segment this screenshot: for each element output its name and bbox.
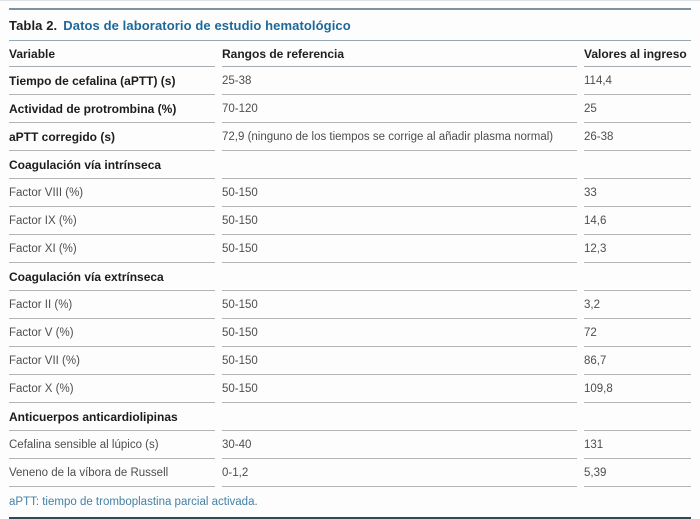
column-header-valores: Valores al ingreso: [584, 41, 691, 67]
cell-variable: Anticuerpos anticardiolipinas: [9, 403, 215, 431]
table-header-row: Variable Rangos de referencia Valores al…: [9, 41, 691, 67]
cell-reference-range: 50-150: [222, 235, 577, 263]
cell-admission-value: [584, 151, 691, 179]
table-row: Factor VIII (%) 50-150 33: [9, 179, 691, 207]
cell-reference-range: 25-38: [222, 67, 577, 95]
cell-admission-value: 5,39: [584, 459, 691, 487]
table-row: Factor V (%) 50-150 72: [9, 319, 691, 347]
table-row: Factor VII (%) 50-150 86,7: [9, 347, 691, 375]
cell-admission-value: [584, 403, 691, 431]
table-row: Factor IX (%) 50-150 14,6: [9, 207, 691, 235]
cell-admission-value: 26-38: [584, 123, 691, 151]
cell-variable: Factor V (%): [9, 319, 215, 347]
cell-reference-range: 50-150: [222, 347, 577, 375]
cell-admission-value: 131: [584, 431, 691, 459]
table-caption-title: Datos de laboratorio de estudio hematoló…: [63, 17, 351, 33]
cell-reference-range: 70-120: [222, 95, 577, 123]
cell-admission-value: [584, 263, 691, 291]
column-header-variable: Variable: [9, 41, 215, 67]
cell-admission-value: 72: [584, 319, 691, 347]
cell-admission-value: 3,2: [584, 291, 691, 319]
cell-admission-value: 114,4: [584, 67, 691, 95]
table-section-row: Anticuerpos anticardiolipinas: [9, 403, 691, 431]
cell-variable: Factor VIII (%): [9, 179, 215, 207]
cell-variable: Factor IX (%): [9, 207, 215, 235]
table-row: Tiempo de cefalina (aPTT) (s) 25-38 114,…: [9, 67, 691, 95]
table-footnote: aPTT: tiempo de tromboplastina parcial a…: [9, 496, 258, 508]
cell-variable: Cefalina sensible al lúpico (s): [9, 431, 215, 459]
table-section-row: Coagulación vía intrínseca: [9, 151, 691, 179]
cell-variable: Coagulación vía intrínseca: [9, 151, 215, 179]
caption-divider-rule: [9, 40, 691, 41]
table-row: aPTT corregido (s) 72,9 (ninguno de los …: [9, 123, 691, 151]
cell-reference-range: 50-150: [222, 179, 577, 207]
table-row: Actividad de protrombina (%) 70-120 25: [9, 95, 691, 123]
cell-reference-range: 50-150: [222, 291, 577, 319]
table-caption-label: Tabla 2.: [9, 17, 58, 33]
cell-reference-range: 50-150: [222, 319, 577, 347]
table-row: Factor II (%) 50-150 3,2: [9, 291, 691, 319]
table-caption: Tabla 2. Datos de laboratorio de estudio…: [9, 10, 691, 40]
cell-reference-range: 72,9 (ninguno de los tiempos se corrige …: [222, 123, 577, 151]
table-row: Veneno de la víbora de Russell 0-1,2 5,3…: [9, 459, 691, 487]
cell-reference-range: 50-150: [222, 207, 577, 235]
cell-admission-value: 12,3: [584, 235, 691, 263]
cell-variable: Actividad de protrombina (%): [9, 95, 215, 123]
cell-reference-range: [222, 151, 577, 179]
image-top-edge: [0, 0, 700, 1]
table-top-rule: [9, 8, 691, 10]
cell-reference-range: 50-150: [222, 375, 577, 403]
cell-admission-value: 86,7: [584, 347, 691, 375]
cell-reference-range: 30-40: [222, 431, 577, 459]
table-section-row: Coagulación vía extrínseca: [9, 263, 691, 291]
cell-variable: aPTT corregido (s): [9, 123, 215, 151]
table-row: Cefalina sensible al lúpico (s) 30-40 13…: [9, 431, 691, 459]
table-row: Factor XI (%) 50-150 12,3: [9, 235, 691, 263]
cell-admission-value: 25: [584, 95, 691, 123]
cell-variable: Tiempo de cefalina (aPTT) (s): [9, 67, 215, 95]
cell-admission-value: 109,8: [584, 375, 691, 403]
cell-admission-value: 33: [584, 179, 691, 207]
cell-variable: Veneno de la víbora de Russell: [9, 459, 215, 487]
cell-variable: Factor X (%): [9, 375, 215, 403]
cell-variable: Factor II (%): [9, 291, 215, 319]
cell-variable: Factor VII (%): [9, 347, 215, 375]
cell-reference-range: [222, 403, 577, 431]
cell-variable: Factor XI (%): [9, 235, 215, 263]
cell-reference-range: 0-1,2: [222, 459, 577, 487]
cell-admission-value: 14,6: [584, 207, 691, 235]
table-row: Factor X (%) 50-150 109,8: [9, 375, 691, 403]
column-header-rangos: Rangos de referencia: [222, 41, 577, 67]
cell-variable: Coagulación vía extrínseca: [9, 263, 215, 291]
table-body: Tiempo de cefalina (aPTT) (s) 25-38 114,…: [9, 67, 691, 487]
cell-reference-range: [222, 263, 577, 291]
